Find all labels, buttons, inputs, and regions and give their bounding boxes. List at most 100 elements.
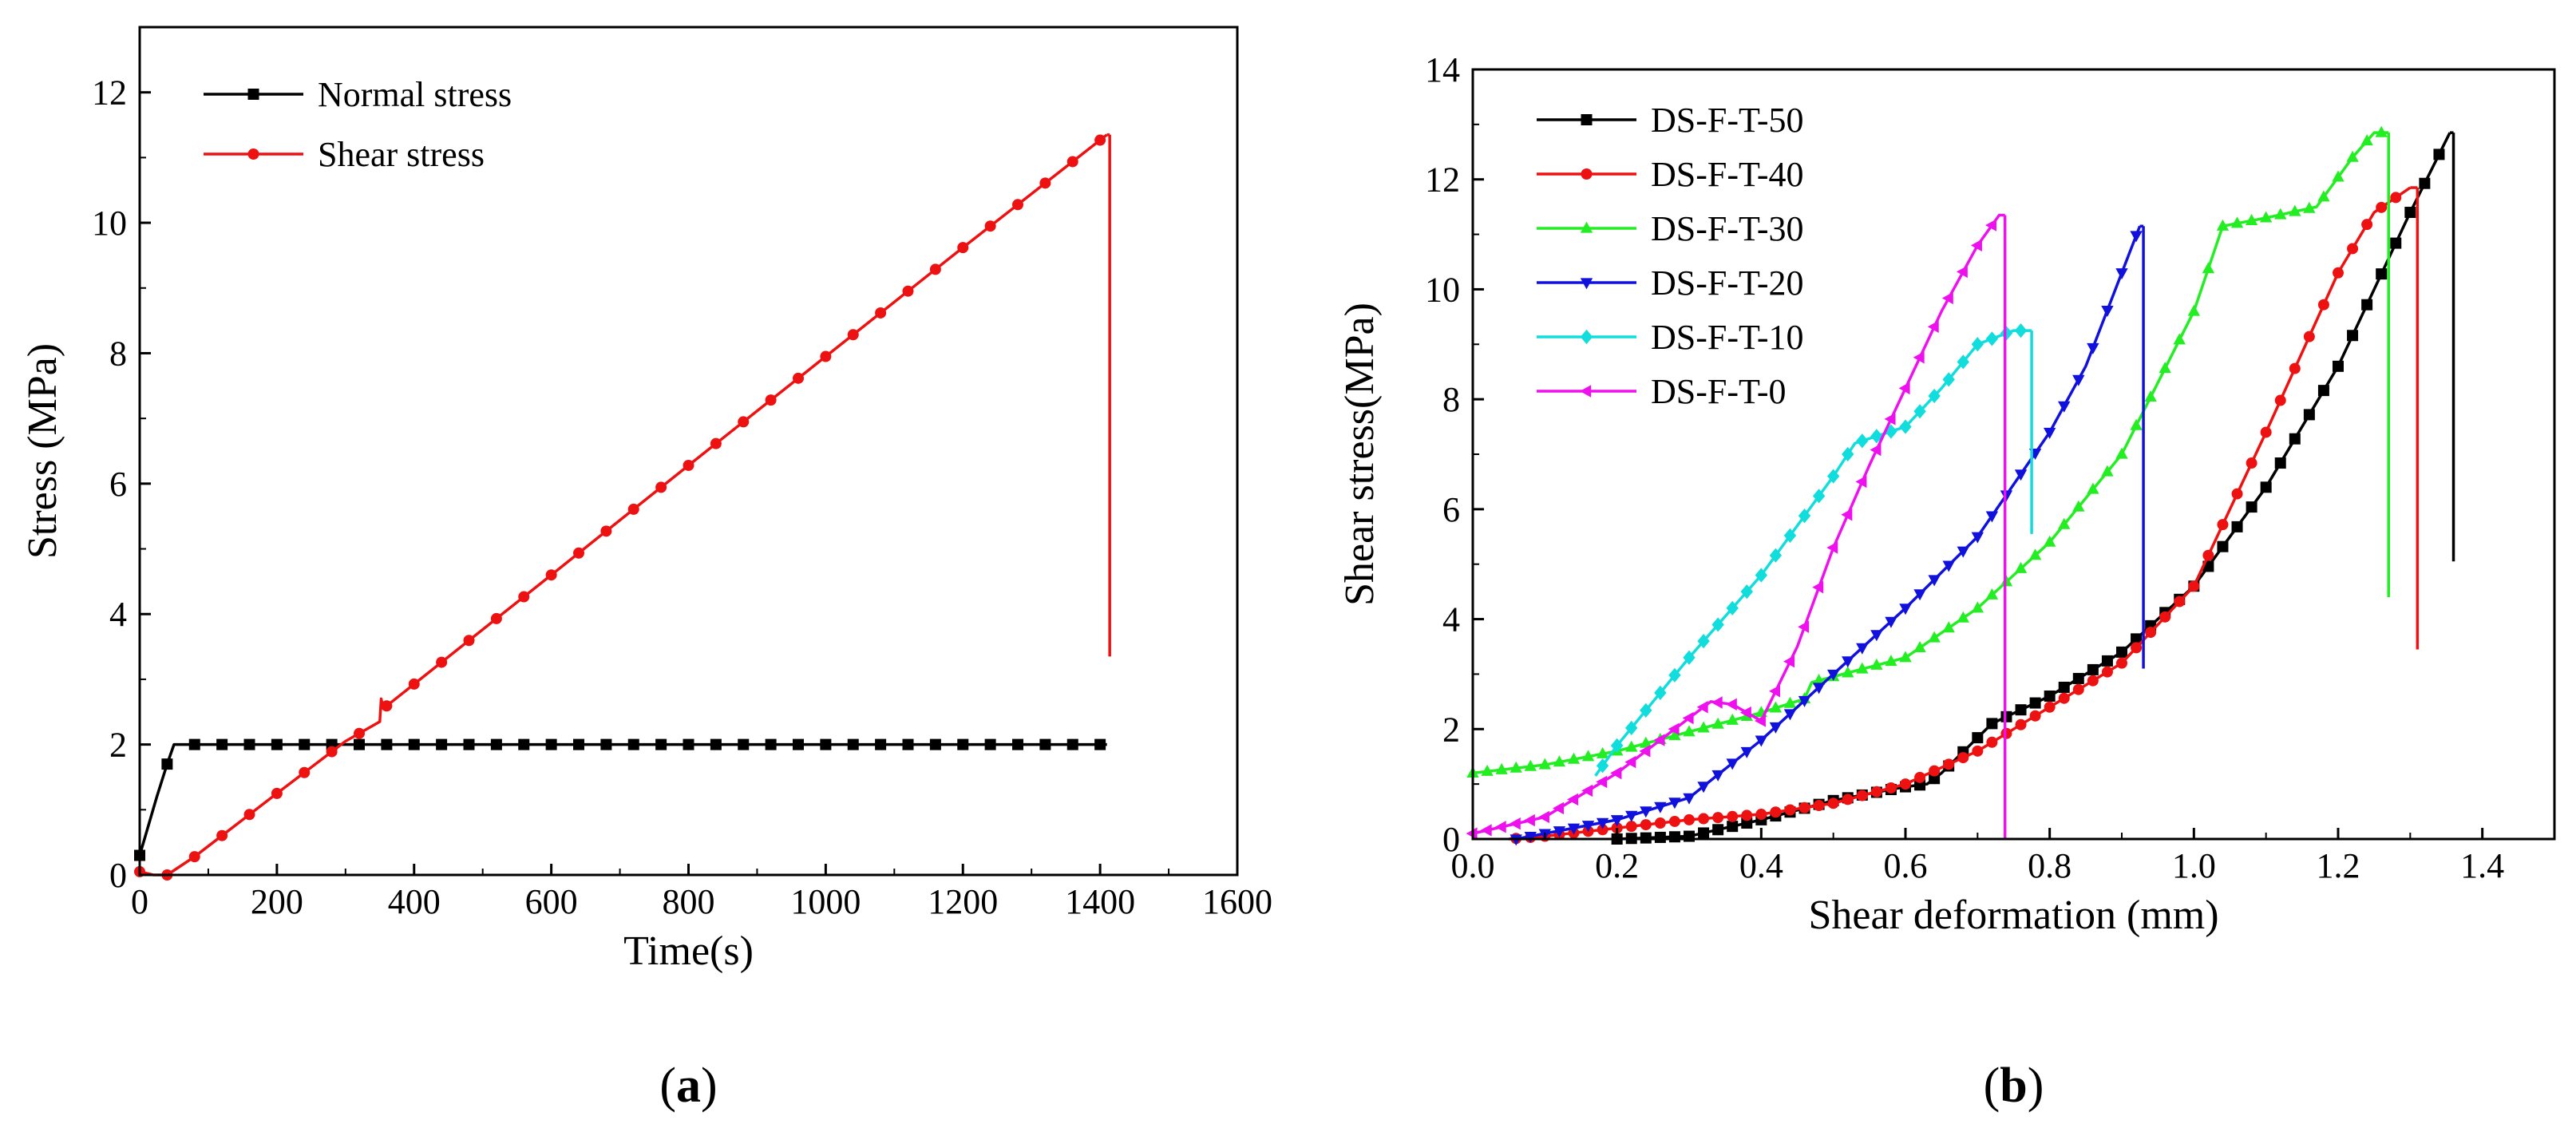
data-point <box>2000 326 2013 341</box>
data-point <box>1741 817 1753 829</box>
data-point <box>2231 520 2243 532</box>
data-point <box>957 242 969 254</box>
data-point <box>1755 809 1767 821</box>
chart-panel-a: 0 200 400 600 800 1000 1200 1400 1600 0 2 4 6 8 10 12 Ti… <box>20 26 1272 1113</box>
data-point <box>1597 824 1609 836</box>
x-tick-label: 0.6 <box>1884 846 1928 885</box>
y-tick-label: 12 <box>92 73 127 113</box>
data-point <box>2173 333 2186 345</box>
series-ds-f-t-20 <box>1510 224 2145 846</box>
data-point <box>1929 765 1941 777</box>
data-point <box>2000 575 2013 587</box>
legend-label: DS-F-T-20 <box>1651 263 1804 303</box>
data-point <box>1783 709 1797 721</box>
data-point <box>1567 823 1581 835</box>
data-point <box>2000 710 2012 722</box>
y-tick-label: 8 <box>109 334 127 373</box>
data-point <box>1727 821 1739 833</box>
y-tick-label: 4 <box>109 595 127 634</box>
panel-label-letter: b <box>2000 1059 2027 1113</box>
x-tick-label: 600 <box>525 882 578 921</box>
data-point <box>1625 740 1638 752</box>
data-point <box>2115 447 2128 459</box>
data-point <box>2333 360 2344 372</box>
data-point <box>1653 734 1665 746</box>
data-point <box>1957 546 1969 558</box>
x-tick-label: 0 <box>131 882 148 921</box>
data-point <box>2058 401 2071 413</box>
data-point <box>1928 631 1941 643</box>
legend-swatch-marker <box>1580 221 1593 233</box>
data-point <box>1581 784 1593 798</box>
data-point <box>1827 798 1839 809</box>
data-point <box>490 612 502 624</box>
data-point <box>1668 798 1681 809</box>
data-point <box>984 738 996 750</box>
data-point <box>1812 673 1826 685</box>
data-point <box>2289 433 2301 445</box>
y-tick-label: 10 <box>1425 270 1460 309</box>
data-point <box>1798 509 1811 524</box>
series-ds-f-t-30 <box>1466 125 2390 778</box>
data-point <box>2260 426 2272 438</box>
data-point <box>2028 548 2042 560</box>
data-point <box>573 738 584 750</box>
data-point <box>1739 706 1751 719</box>
data-point <box>1914 771 1926 783</box>
data-point <box>2014 469 2028 481</box>
data-point <box>1842 666 1854 678</box>
data-point <box>2014 323 2028 338</box>
data-point <box>2000 490 2013 502</box>
data-point <box>2072 683 2084 695</box>
data-point <box>847 329 859 341</box>
data-point <box>1754 714 1766 727</box>
data-point <box>600 525 612 537</box>
series-line <box>1472 213 2005 835</box>
data-point <box>2144 390 2157 402</box>
y-tick-label: 8 <box>1442 380 1460 419</box>
data-point <box>1870 630 1883 642</box>
data-point <box>2087 675 2099 687</box>
y-axis-label: Stress (MPa) <box>20 343 65 559</box>
data-point <box>2043 535 2056 547</box>
data-point <box>271 738 283 750</box>
data-point <box>627 738 639 750</box>
data-point <box>2072 500 2085 512</box>
data-point <box>1712 824 1724 836</box>
data-point <box>1553 755 1566 767</box>
data-point <box>2333 267 2344 279</box>
data-point <box>2188 580 2200 592</box>
data-point <box>2246 457 2257 469</box>
x-tick-label: 1600 <box>1202 882 1272 921</box>
x-axis-label: Shear deformation (mm) <box>1808 893 2218 938</box>
data-point <box>1668 722 1680 735</box>
data-point <box>2072 374 2085 386</box>
data-point <box>1985 588 1999 600</box>
data-point <box>1971 601 1984 613</box>
data-point <box>2375 125 2388 137</box>
data-point <box>2043 427 2056 439</box>
data-point <box>2087 663 2099 675</box>
data-point <box>1898 382 1910 395</box>
data-point <box>2145 627 2157 639</box>
data-point <box>1538 758 1552 770</box>
data-point <box>2202 262 2215 274</box>
data-point <box>2058 517 2071 529</box>
data-point <box>1682 711 1694 725</box>
data-point <box>1885 655 1897 667</box>
series-ds-f-t-10 <box>1594 323 2033 777</box>
data-point <box>2000 727 2012 739</box>
data-point <box>1726 600 1739 615</box>
x-tick-label: 0.8 <box>2028 846 2071 885</box>
legend-swatch-marker <box>1581 114 1593 125</box>
legend-swatch-marker <box>247 148 259 160</box>
data-point <box>929 738 941 750</box>
data-point <box>820 738 832 750</box>
data-point <box>2174 596 2186 608</box>
data-point <box>2101 465 2114 477</box>
data-point <box>1610 815 1624 827</box>
data-point <box>2347 330 2359 342</box>
legend-label: DS-F-T-10 <box>1651 318 1804 357</box>
legend-swatch-marker <box>1580 385 1592 398</box>
data-point <box>1668 667 1681 683</box>
